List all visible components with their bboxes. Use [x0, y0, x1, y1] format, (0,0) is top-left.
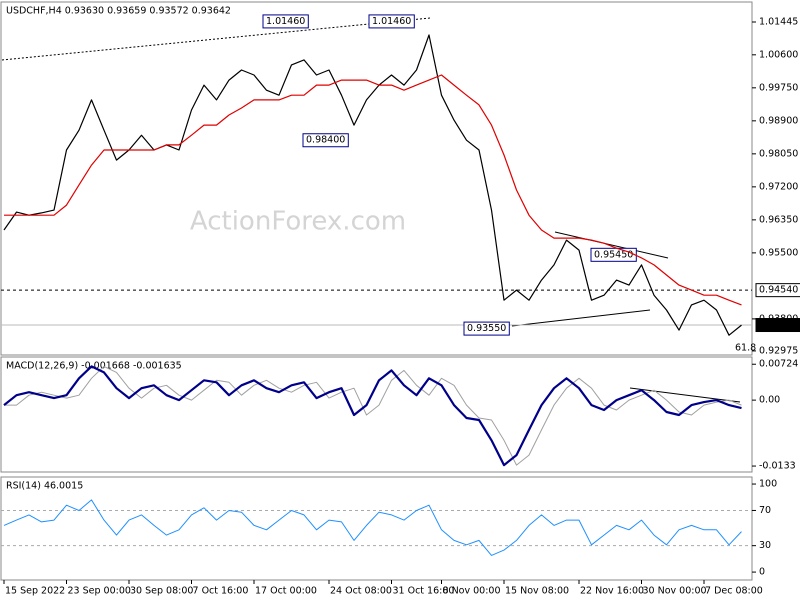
- level-box: [755, 283, 800, 298]
- x-tick-label: 17 Oct 00:00: [255, 586, 317, 597]
- level-box: [755, 318, 800, 333]
- series-line: [3, 34, 742, 336]
- y-tick-label: 0.99750: [759, 82, 798, 93]
- price-panel: [0, 1, 753, 356]
- y-tick-label: 30: [759, 540, 771, 551]
- y-tick-label: -0.0133: [759, 461, 796, 472]
- y-tick-label: 70: [759, 505, 771, 516]
- x-tick-label: 24 Oct 08:00: [330, 586, 392, 597]
- annotation-box: [368, 14, 415, 29]
- fib-label: 61.8: [735, 343, 756, 354]
- y-tick-label: 1.00600: [759, 49, 798, 60]
- macd-panel: [0, 356, 753, 473]
- annotation-box: [262, 14, 309, 29]
- y-tick-label: 0: [759, 567, 765, 578]
- x-tick-label: 15 Nov 08:00: [505, 586, 569, 597]
- x-tick-label: 30 Nov 00:00: [643, 586, 707, 597]
- y-tick-label: 0.00: [759, 395, 780, 406]
- annotation-label: 0.95450: [594, 249, 633, 260]
- annotation-label: 0.98400: [306, 135, 345, 146]
- y-tick-label: 0.95500: [759, 247, 798, 258]
- annotation-label: 0.93550: [467, 323, 506, 334]
- panel-title: USDCHF,H4 0.93630 0.93659 0.93572 0.9364…: [6, 6, 231, 17]
- x-tick-label: 23 Sep 00:00: [68, 586, 131, 597]
- x-tick-label: 7 Oct 16:00: [193, 586, 249, 597]
- x-tick-label: 30 Sep 08:00: [130, 586, 193, 597]
- series-line: [3, 499, 742, 556]
- x-tick-label: 8 Nov 00:00: [443, 586, 501, 597]
- trend-line: [629, 387, 741, 403]
- y-tick-label: 0.92975: [759, 345, 798, 356]
- x-tick-label: 15 Sep 2022: [5, 586, 65, 597]
- x-tick-label: 22 Nov 16:00: [580, 586, 644, 597]
- trend-line: [554, 231, 669, 259]
- y-tick-label: 0.96350: [759, 214, 798, 225]
- annotation-label: 1.01460: [266, 16, 305, 27]
- rsi-panel: [0, 476, 753, 581]
- level-label: 0.93642: [759, 320, 798, 331]
- y-tick-label: 0.98900: [759, 115, 798, 126]
- y-tick-label: 0.97200: [759, 181, 798, 192]
- series-line: [4, 74, 742, 306]
- annotation-box: [302, 133, 349, 148]
- panel-title: MACD(12,26,9) -0.001668 -0.001635: [6, 361, 182, 372]
- y-tick-label: 1.01445: [759, 16, 798, 27]
- x-tick-label: 31 Oct 16:00: [393, 586, 455, 597]
- y-tick-label: 100: [759, 479, 777, 490]
- watermark: ActionForex.com: [190, 207, 406, 237]
- annotation-label: 1.01460: [372, 16, 411, 27]
- series-line: [4, 365, 742, 466]
- y-tick-label: 0.00724: [759, 359, 798, 370]
- level-label: 0.94540: [759, 285, 798, 296]
- trend-line: [511, 309, 651, 327]
- panel-title: RSI(14) 46.0015: [6, 481, 83, 492]
- series-line: [3, 365, 742, 467]
- y-tick-label: 0.98050: [759, 148, 798, 159]
- annotation-box: [463, 321, 510, 336]
- x-tick-label: 7 Dec 08:00: [705, 586, 763, 597]
- annotation-box: [590, 247, 637, 262]
